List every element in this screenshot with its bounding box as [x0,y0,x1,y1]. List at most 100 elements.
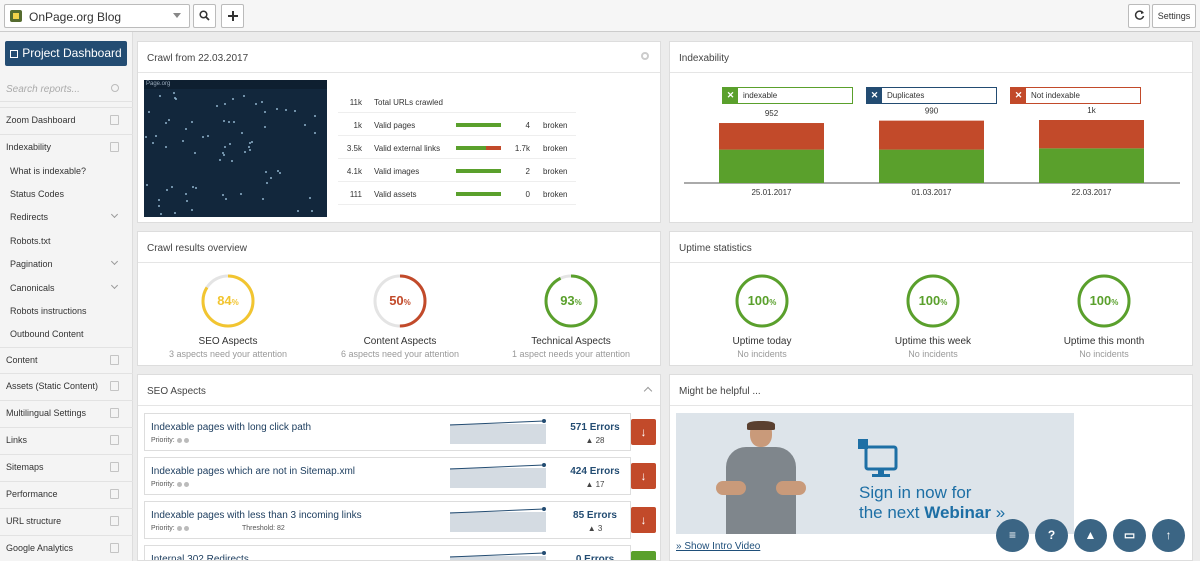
gauge-uptime-this-month[interactable]: 100% [1076,273,1132,329]
legend-not-indexable[interactable]: ✕ Not indexable [1010,87,1141,104]
screenshot-dot [229,142,232,145]
crawl-stat-row[interactable]: 111 Valid assets 0 broken [338,182,576,205]
arrow-up-button[interactable]: ↑ [1152,519,1185,552]
crawl-stat-row[interactable]: 11k Total URLs crawled [338,90,576,113]
project-selector[interactable]: OnPage.org Blog [4,4,190,28]
sidebar-item-content[interactable]: Content [0,347,133,373]
gauge-ring [906,274,960,328]
search-button[interactable] [193,4,216,28]
screenshot-dot [201,135,204,138]
refresh-button[interactable] [1128,4,1150,28]
screenshot-dot [215,105,218,108]
graduation-button[interactable]: ▲ [1074,519,1107,552]
screenshot-dot [191,120,193,123]
screenshot-dot [148,110,151,113]
screenshot-dot [225,198,228,201]
crawl-panel-title: Crawl from 22.03.2017 [147,53,249,64]
gauge-uptime-this-week[interactable]: 100% [905,273,961,329]
sidebar-item-label: Google Analytics [6,543,74,553]
gauge-title: Uptime this week [894,336,972,347]
sidebar-item-performance[interactable]: Performance [0,481,133,507]
sidebar-item-pagination[interactable]: Pagination [0,252,133,278]
error-trend-sparkline [450,463,546,488]
bar-not-indexable[interactable] [1039,120,1144,149]
seo-aspect-row[interactable]: Internal 302 Redirects 0 Errors [144,545,631,560]
arrow-up-icon: ↑ [1165,528,1172,542]
crawl-broken-label: broken [543,121,568,130]
gauge-seo-aspects[interactable]: 84% [200,273,256,329]
chevron-down-icon [110,257,119,266]
webinar-banner[interactable]: Sign in now for the next Webinar » [676,413,1074,534]
gauge-technical-aspects[interactable]: 93% [543,273,599,329]
error-count: 571 Errors [570,422,620,433]
sidebar-item-links[interactable]: Links [0,427,133,453]
sidebar-item-indexability[interactable]: Indexability [0,134,133,160]
sidebar-item-redirects[interactable]: Redirects [0,205,133,231]
sidebar-item-assets-static-content[interactable]: Assets (Static Content) [0,373,133,399]
site-screenshot[interactable]: Page.org [144,80,327,217]
banner-line-2-bold: Webinar [924,503,991,522]
crawl-stat-row[interactable]: 1k Valid pages 4 broken [338,113,576,136]
screenshot-dot [174,212,177,215]
sidebar-item-url-structure[interactable]: URL structure [0,508,133,534]
question-button[interactable]: ? [1035,519,1068,552]
screenshot-dot [276,108,279,111]
check-button[interactable]: ✓ [631,551,656,560]
sidebar-item-outbound-content[interactable]: Outbound Content [0,322,133,348]
sidebar-item-what-is-indexable[interactable]: What is indexable? [0,159,133,185]
bar-indexable[interactable] [879,149,984,183]
sidebar-item-multilingual-settings[interactable]: Multilingual Settings [0,400,133,426]
screenshot-dot [265,170,268,173]
pie-icon [110,543,119,553]
bar-not-indexable[interactable] [719,123,824,150]
sidebar-item-zoom-dashboard[interactable]: Zoom Dashboard [0,107,133,133]
sidebar-item-status-codes[interactable]: Status Codes [0,182,133,208]
legend-indexable[interactable]: ✕ indexable [722,87,853,104]
sitemap-icon [110,462,119,472]
legend-duplicates[interactable]: ✕ Duplicates [866,87,997,104]
project-dashboard-button[interactable]: Project Dashboard [5,41,127,66]
pdf-button[interactable]: ▭ [1113,519,1146,552]
expand-down-button[interactable]: ↓ [631,419,656,445]
sidebar-search[interactable]: Search reports... [0,76,133,102]
screenshot-dot [192,185,195,188]
sidebar-item-label: URL structure [6,516,62,526]
sidebar-item-sitemaps[interactable]: Sitemaps [0,454,133,480]
gauge-uptime-today[interactable]: 100% [734,273,790,329]
screenshot-dot [145,184,148,187]
sidebar-item-canonicals[interactable]: Canonicals [0,276,133,302]
uptime-panel: Uptime statistics 100% Uptime today No inc… [669,231,1193,366]
banner-line-2-prefix: the next [859,503,925,522]
expand-down-button[interactable]: ↓ [631,463,656,489]
bar-indexable[interactable] [1039,148,1144,183]
error-count: 424 Errors [570,466,620,477]
gauge-content-aspects[interactable]: 50% [372,273,428,329]
add-button[interactable] [221,4,244,28]
check-icon: ✓ [638,557,648,560]
database-button[interactable]: ≡ [996,519,1029,552]
bar-indexable[interactable] [719,149,824,183]
sidebar-item-label: Redirects [10,212,49,222]
crawl-stat-row[interactable]: 4.1k Valid images 2 broken [338,159,576,182]
seo-aspect-row[interactable]: Indexable pages with less than 3 incomin… [144,501,631,539]
screenshot-dot [248,142,251,145]
screenshot-dot [251,141,254,143]
banner-line-2-suffix: » [990,503,1006,522]
bar-not-indexable[interactable] [879,120,984,150]
crawl-stat-row[interactable]: 3.5k Valid external links 1.7k broken [338,136,576,159]
sidebar-item-robots-instructions[interactable]: Robots instructions [0,299,133,325]
search-icon [199,10,210,21]
gauge-subtitle: 6 aspects need your attention [340,349,460,359]
settings-button[interactable]: Settings [1152,4,1196,28]
expand-down-button[interactable]: ↓ [631,507,656,533]
screenshot-dot [182,140,185,142]
sidebar-item-google-analytics[interactable]: Google Analytics [0,535,133,561]
chevron-down-icon [173,13,181,18]
sidebar-item-label: Pagination [10,259,53,269]
sidebar-item-robots-txt[interactable]: Robots.txt [0,229,133,255]
seo-aspect-row[interactable]: Indexable pages with long click path Prio… [144,413,631,451]
show-intro-video-link[interactable]: » Show Intro Video [676,541,761,552]
screenshot-dot [296,210,299,213]
gear-icon[interactable] [641,52,649,60]
seo-aspect-row[interactable]: Indexable pages which are not in Sitemap… [144,457,631,495]
